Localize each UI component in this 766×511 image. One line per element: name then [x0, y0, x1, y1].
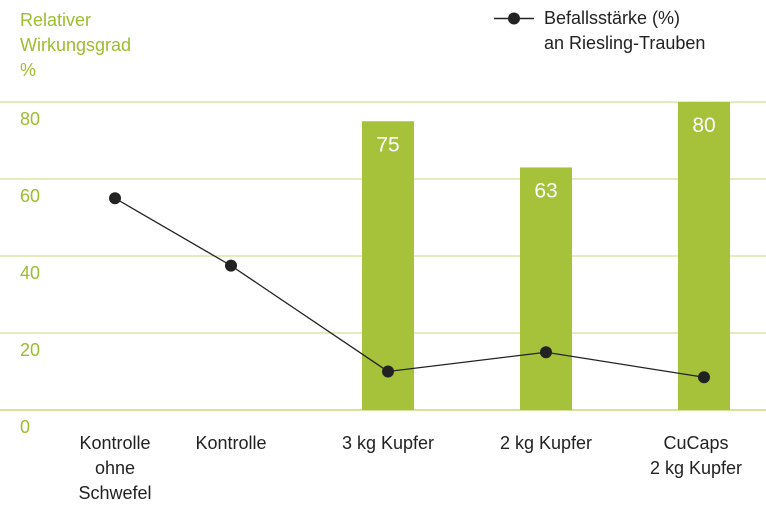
- bar-value-label: 75: [376, 133, 399, 156]
- line-point: [225, 259, 237, 272]
- y-tick-label: 80: [20, 109, 40, 129]
- legend-line-marker: [494, 12, 534, 25]
- y-tick-label: 40: [20, 263, 40, 283]
- line-point: [540, 346, 552, 359]
- y-tick-label: 20: [20, 340, 40, 360]
- x-category-label: CuCaps 2 kg Kupfer: [649, 433, 743, 478]
- bar: [520, 167, 572, 410]
- y-tick-label: 0: [20, 417, 30, 437]
- bar: [362, 121, 414, 410]
- legend-label: Befallsstärke (%) an Riesling-Trauben: [544, 8, 706, 53]
- line-point: [109, 192, 121, 205]
- y-tick-label: 60: [20, 186, 40, 206]
- line-point: [698, 371, 710, 384]
- line-point: [382, 365, 394, 378]
- x-category-label: Kontrolle ohne Schwefel: [78, 433, 152, 503]
- bar-value-label: 80: [692, 114, 715, 137]
- bar: [678, 102, 730, 410]
- x-category-label: 2 kg Kupfer: [499, 433, 593, 453]
- x-category-label: 3 kg Kupfer: [341, 433, 435, 453]
- bar-value-label: 63: [534, 179, 557, 202]
- y-axis-title: Relativer Wirkungsgrad %: [20, 10, 132, 80]
- x-category-label: Kontrolle: [195, 433, 267, 453]
